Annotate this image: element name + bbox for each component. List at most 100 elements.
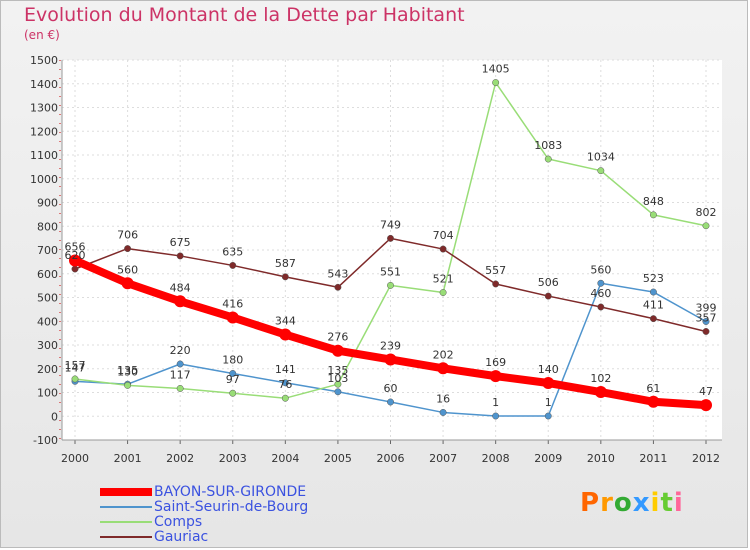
data-point <box>387 398 394 406</box>
data-point <box>647 395 660 408</box>
data-label: 506 <box>538 276 559 289</box>
data-label: 411 <box>643 299 664 312</box>
data-label: 560 <box>117 263 138 276</box>
data-point <box>176 360 184 368</box>
logo-letter: x <box>632 488 651 518</box>
data-point <box>124 245 132 253</box>
data-point <box>544 155 552 163</box>
data-label: 1034 <box>587 151 615 164</box>
data-point <box>702 328 710 335</box>
proxiti-logo: Proxiti <box>580 488 684 518</box>
chart-title: Evolution du Montant de la Dette par Hab… <box>24 4 465 26</box>
data-label: 135 <box>117 364 138 377</box>
data-label: 117 <box>170 368 191 381</box>
data-label: 135 <box>327 364 348 377</box>
x-tick-label: 2009 <box>534 452 562 465</box>
data-label: 1405 <box>482 63 510 76</box>
x-tick-label: 2001 <box>114 452 142 465</box>
data-label: 97 <box>226 373 240 386</box>
data-point <box>279 328 292 341</box>
data-point <box>176 385 184 392</box>
legend-label: BAYON-SUR-GIRONDE <box>154 484 307 500</box>
data-label: 704 <box>433 229 454 242</box>
data-point <box>597 303 605 311</box>
x-tick-label: 2002 <box>166 452 194 465</box>
data-point <box>71 375 79 383</box>
data-point <box>700 399 712 412</box>
data-point <box>384 353 397 366</box>
data-label: 551 <box>380 265 401 278</box>
data-point <box>492 280 500 288</box>
data-label: 802 <box>696 206 717 219</box>
data-label: 157 <box>65 359 86 372</box>
data-label: 543 <box>327 267 348 280</box>
logo-letter: P <box>580 488 601 518</box>
legend-label: Gauriac <box>154 529 209 545</box>
data-point <box>71 265 79 273</box>
data-point <box>702 318 710 325</box>
data-label: 749 <box>380 218 401 231</box>
data-point <box>229 389 237 397</box>
data-point <box>489 370 502 383</box>
y-tick-label: -100 <box>33 434 58 447</box>
x-tick-label: 2000 <box>61 452 89 465</box>
data-label: 102 <box>590 372 611 385</box>
data-label: 169 <box>485 356 506 369</box>
data-point <box>492 79 500 87</box>
data-point <box>176 252 184 260</box>
data-point <box>226 311 239 324</box>
y-tick-label: 1200 <box>30 125 58 138</box>
y-tick-label: 1300 <box>30 102 58 115</box>
data-point <box>702 222 710 230</box>
x-tick-label: 2011 <box>639 452 667 465</box>
data-point <box>597 167 605 175</box>
legend-swatch <box>100 536 152 538</box>
data-point <box>174 295 187 308</box>
y-tick-label: 700 <box>37 244 58 257</box>
data-label: 706 <box>117 229 138 242</box>
x-tick-label: 2010 <box>587 452 615 465</box>
data-point <box>542 377 555 389</box>
logo-letter: r <box>600 488 614 518</box>
data-label: 587 <box>275 257 296 270</box>
y-tick-label: 800 <box>37 220 58 233</box>
data-label: 1083 <box>534 139 562 152</box>
data-label: 60 <box>384 382 398 395</box>
data-label: 140 <box>538 363 559 376</box>
data-label: 147 <box>65 361 86 374</box>
chart-subtitle: (en €) <box>24 28 60 42</box>
logo-letter: o <box>613 488 633 518</box>
data-point <box>331 344 344 357</box>
x-tick-label: 2006 <box>377 452 405 465</box>
data-point <box>281 379 289 387</box>
x-tick-label: 2007 <box>429 452 457 465</box>
data-label: 180 <box>222 354 243 367</box>
data-point <box>281 273 289 281</box>
data-label: 416 <box>222 297 243 310</box>
data-label: 103 <box>327 372 348 385</box>
y-tick-label: 100 <box>37 387 58 400</box>
data-label: 848 <box>643 195 664 208</box>
data-label: 344 <box>275 315 296 328</box>
data-point <box>334 380 342 388</box>
data-point <box>439 409 447 416</box>
y-tick-label: 900 <box>37 197 58 210</box>
data-label: 1 <box>492 396 499 409</box>
y-tick-label: 400 <box>37 315 58 328</box>
legend-swatch <box>100 488 152 496</box>
x-tick-label: 2012 <box>692 452 720 465</box>
x-tick-label: 2008 <box>482 452 510 465</box>
y-tick-label: 1000 <box>30 173 58 186</box>
y-tick-label: 1100 <box>30 149 58 162</box>
data-label: 656 <box>65 240 86 253</box>
data-label: 560 <box>590 263 611 276</box>
data-point <box>492 412 500 420</box>
data-label: 484 <box>170 281 191 294</box>
data-point <box>334 388 342 396</box>
data-label: 635 <box>222 245 243 258</box>
data-label: 1 <box>545 396 552 409</box>
legend-swatch <box>100 506 152 508</box>
logo-letter: t <box>660 488 674 518</box>
data-label: 521 <box>433 273 454 286</box>
